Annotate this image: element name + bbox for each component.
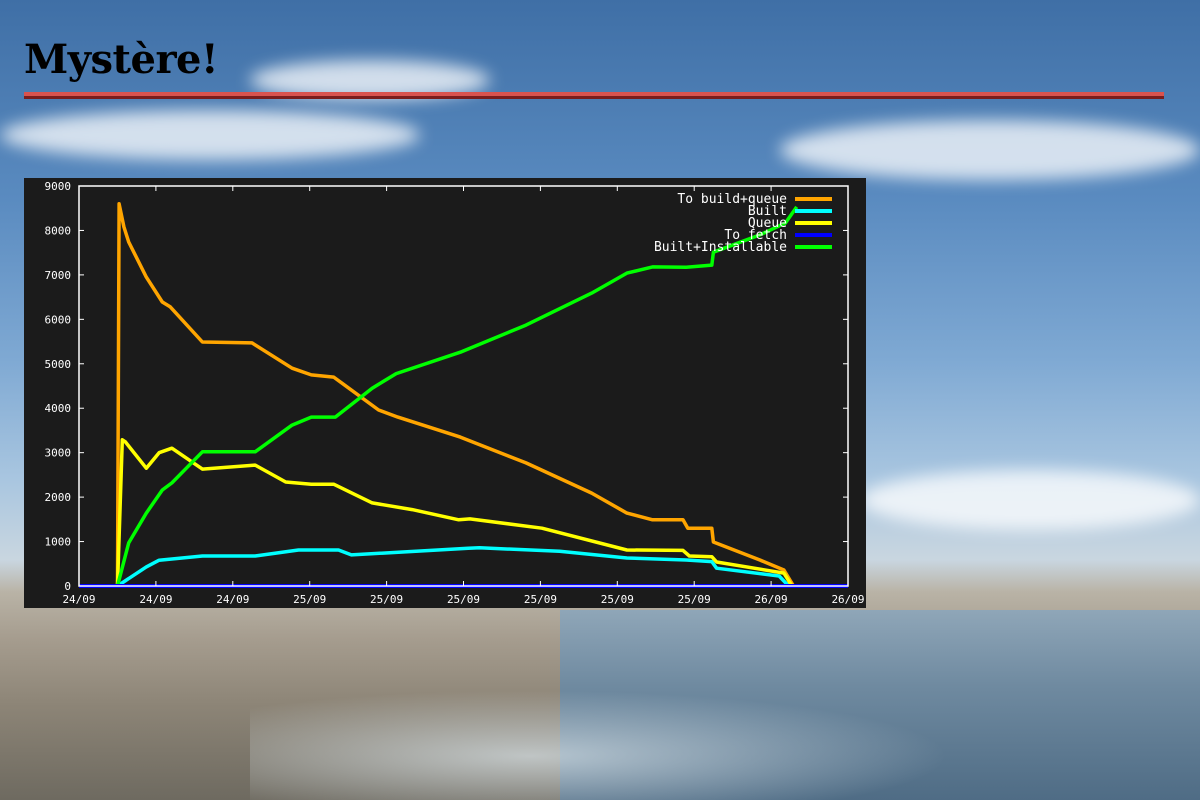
axes-layer: 0 1000 2000 3000 4000 5000 6000 7000 8000 9000 24/… <box>45 180 865 606</box>
y-tick-label: 2000 <box>45 491 72 504</box>
cloud <box>780 120 1200 180</box>
y-tick-label: 5000 <box>45 358 72 371</box>
legend-label: To build+queue <box>677 192 787 207</box>
series-line-to-build-queue <box>115 202 796 587</box>
x-tick-label: 26/09 <box>831 593 864 606</box>
chart-svg: 0 1000 2000 3000 4000 5000 6000 7000 8000 9000 24/… <box>45 180 865 606</box>
y-tick-label: 1000 <box>45 536 72 549</box>
y-tick-label: 8000 <box>45 224 72 237</box>
y-tick-label: 0 <box>64 580 71 593</box>
legend-label: Built+Installable <box>654 240 787 255</box>
x-tick-label: 25/09 <box>678 593 711 606</box>
chart: 0 1000 2000 3000 4000 5000 6000 7000 8000 9000 24/… <box>24 178 866 608</box>
title-rule <box>24 92 1164 96</box>
title-rule-shadow <box>24 96 1164 99</box>
y-tick-label: 6000 <box>45 313 72 326</box>
y-tick-label: 7000 <box>45 269 72 282</box>
series-line-built-installable <box>115 205 799 587</box>
x-tick-label: 26/09 <box>755 593 788 606</box>
legend-label: To fetch <box>724 228 787 243</box>
x-tick-label: 25/09 <box>524 593 557 606</box>
cloud <box>860 470 1200 530</box>
x-tick-label: 24/09 <box>216 593 249 606</box>
y-tick-label: 4000 <box>45 402 72 415</box>
series-line-built <box>116 546 790 588</box>
x-tick-label: 25/09 <box>370 593 403 606</box>
series-layer <box>79 202 848 588</box>
legend-label: Built <box>748 204 787 219</box>
slide-title: Mystère! <box>24 36 219 83</box>
y-tick-label: 3000 <box>45 447 72 460</box>
x-tick-label: 25/09 <box>601 593 634 606</box>
x-tick-label: 25/09 <box>293 593 326 606</box>
x-tick-label: 25/09 <box>447 593 480 606</box>
surf <box>250 690 950 800</box>
series-line-queue <box>115 438 794 587</box>
x-tick-label: 24/09 <box>139 593 172 606</box>
legend-label: Queue <box>748 216 787 231</box>
y-tick-label: 9000 <box>45 180 72 193</box>
x-tick-label: 24/09 <box>62 593 95 606</box>
cloud <box>0 110 420 160</box>
